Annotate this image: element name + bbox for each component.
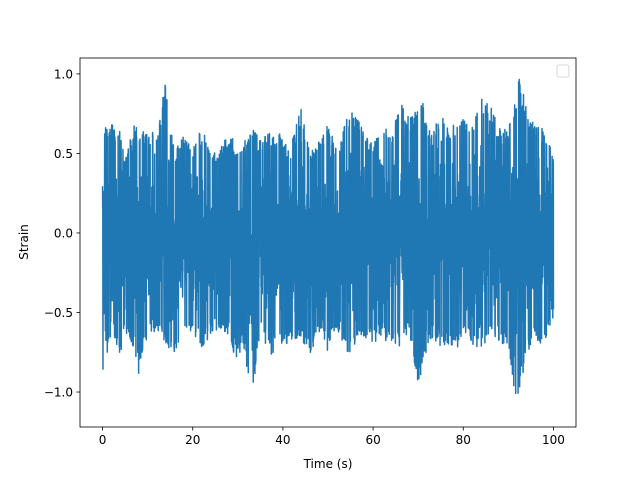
- x-tick-label: 40: [275, 433, 290, 447]
- y-axis-ticks: −1.0 −0.5 0.0 0.5 1.0: [44, 67, 80, 400]
- y-tick-label: 0.0: [54, 226, 73, 240]
- y-tick-label: 0.5: [54, 147, 73, 161]
- y-tick-label: −1.0: [44, 386, 73, 400]
- strain-series-line: [101, 78, 555, 394]
- x-axis-ticks: 0 20 40 60 80 100: [99, 427, 565, 447]
- y-tick-label: −0.5: [44, 306, 73, 320]
- x-axis-label: Time (s): [303, 457, 353, 471]
- x-tick-label: 60: [365, 433, 380, 447]
- x-tick-label: 100: [542, 433, 565, 447]
- legend-box[interactable]: [556, 64, 570, 78]
- x-tick-label: 80: [456, 433, 471, 447]
- y-tick-label: 1.0: [54, 67, 73, 81]
- plot-frame: [79, 57, 577, 428]
- y-axis-label: Strain: [17, 224, 31, 260]
- x-tick-label: 20: [185, 433, 200, 447]
- series-layer: [101, 78, 555, 394]
- x-tick-label: 0: [99, 433, 107, 447]
